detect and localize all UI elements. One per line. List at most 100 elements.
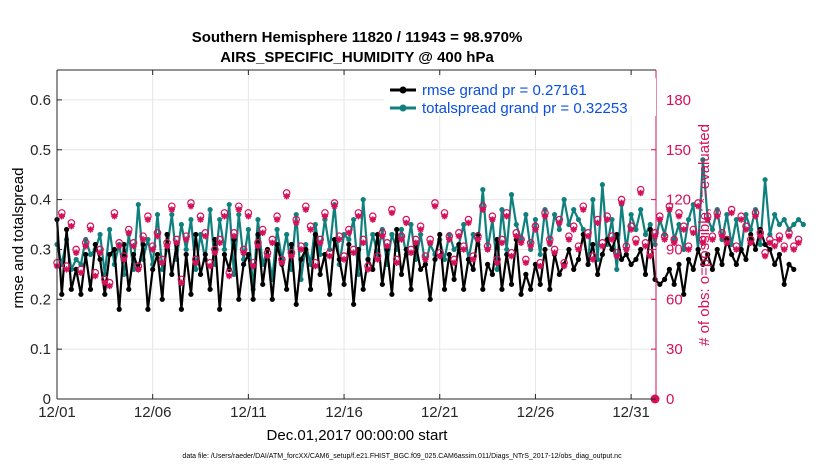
obs-evaluated-marker [326, 252, 333, 260]
rmse-marker [422, 261, 428, 268]
totalspread-marker [800, 221, 806, 228]
obs-evaluated-marker [355, 213, 362, 220]
obs-evaluated-marker [283, 193, 290, 200]
rmse-marker [461, 286, 467, 292]
obs-evaluated-marker [68, 222, 75, 230]
obs-evaluated-marker [154, 232, 161, 240]
obs-evaluated-marker [685, 246, 692, 253]
rmse-marker [408, 286, 414, 292]
obs-evaluated-stroke [102, 279, 108, 286]
obs-evaluated-marker [666, 206, 673, 213]
obs-evaluated-stroke [259, 230, 266, 236]
obs-evaluated-marker [541, 213, 549, 220]
obs-evaluated-stroke [183, 236, 189, 243]
obs-evaluated-marker [393, 259, 400, 266]
obs-evaluated-stroke [207, 263, 213, 269]
obs-evaluated-marker [776, 236, 783, 243]
rmse-marker [786, 261, 792, 268]
obs-evaluated-stroke [192, 259, 199, 266]
obs-evaluated-marker [704, 216, 711, 223]
obs-evaluated-stroke [580, 206, 587, 213]
obs-evaluated-marker [398, 236, 405, 243]
rmse-marker [642, 271, 649, 277]
obs-evaluated-marker [532, 226, 539, 233]
obs-evaluated-stroke [542, 213, 548, 219]
obs-evaluated-stroke [288, 253, 295, 259]
obs-evaluated-marker [307, 226, 314, 233]
obs-evaluated-stroke [164, 243, 170, 249]
obs-evaluated-stroke [73, 250, 79, 256]
obs-evaluated-marker [115, 242, 123, 250]
obs-evaluated-stroke [652, 233, 658, 239]
obs-evaluated-stroke [657, 216, 663, 223]
rmse-marker [202, 251, 208, 258]
rmse-marker [647, 226, 653, 233]
y-tick-label-right: 0 [666, 391, 674, 408]
totalspread-marker [504, 246, 510, 253]
obs-evaluated-marker [737, 216, 745, 223]
totalspread-marker [370, 231, 376, 238]
rmse-marker [776, 251, 783, 258]
obs-evaluated-stroke [283, 193, 290, 200]
obs-evaluated-stroke [221, 213, 228, 219]
obs-evaluated-marker [403, 219, 410, 227]
obs-evaluated-stroke [264, 253, 271, 259]
obs-evaluated-marker [694, 203, 702, 210]
obs-evaluated-stroke [212, 250, 218, 256]
rmse-marker [681, 291, 687, 297]
obs-evaluated-stroke [369, 216, 376, 223]
obs-evaluated-marker [106, 282, 113, 290]
obs-evaluated-marker [302, 206, 309, 213]
totalspread-marker [236, 211, 242, 218]
obs-evaluated-stroke [781, 246, 787, 253]
obs-evaluated-marker [570, 226, 577, 233]
obs-evaluated-stroke [532, 226, 539, 233]
rmse-marker [159, 296, 165, 302]
obs-evaluated-stroke [661, 236, 668, 243]
totalspread-marker [389, 231, 395, 238]
rmse-marker [695, 246, 701, 253]
obs-evaluated-marker [120, 256, 128, 263]
rmse-marker [748, 231, 754, 238]
rmse-marker [752, 246, 759, 253]
obs-evaluated-marker [197, 216, 204, 223]
rmse-marker [116, 306, 122, 312]
y-tick-label-right: 30 [666, 341, 683, 358]
rmse-marker [336, 256, 342, 263]
rmse-marker [609, 246, 615, 253]
totalspread-marker [561, 197, 567, 203]
obs-evaluated-marker [111, 213, 118, 220]
obs-evaluated-stroke [556, 220, 563, 226]
obs-evaluated-marker [718, 232, 726, 240]
obs-evaluated-marker [455, 232, 463, 240]
obs-evaluated-stroke [704, 216, 711, 223]
obs-evaluated-marker [149, 246, 156, 253]
y-tick-label-right: 180 [666, 92, 691, 109]
obs-evaluated-stroke [125, 230, 132, 236]
totalspread-marker [762, 177, 768, 183]
obs-evaluated-marker [781, 246, 788, 253]
obs-evaluated-stroke [446, 236, 453, 243]
obs-evaluated-stroke [714, 213, 721, 219]
obs-evaluated-stroke [561, 263, 567, 269]
totalspread-marker [418, 231, 424, 238]
totalspread-marker [360, 197, 366, 203]
rmse-marker [317, 271, 323, 277]
obs-evaluated-marker [374, 256, 381, 263]
obs-evaluated-marker [537, 262, 544, 270]
obs-evaluated-marker [446, 236, 453, 243]
obs-evaluated-marker [675, 213, 683, 220]
obs-evaluated-stroke [245, 213, 252, 219]
totalspread-marker [532, 216, 539, 223]
obs-evaluated-stroke [293, 220, 299, 226]
obs-evaluated-marker [594, 219, 601, 227]
rmse-marker [293, 301, 299, 307]
obs-evaluated-stroke [384, 243, 390, 249]
rmse-marker [188, 291, 194, 297]
obs-evaluated-marker [728, 209, 735, 217]
totalspread-marker [537, 251, 543, 258]
x-tick-label: 12/26 [517, 404, 555, 421]
rmse-marker [590, 241, 596, 248]
y-tick-label-left: 0.1 [30, 341, 51, 358]
obs-evaluated-marker [709, 236, 716, 243]
